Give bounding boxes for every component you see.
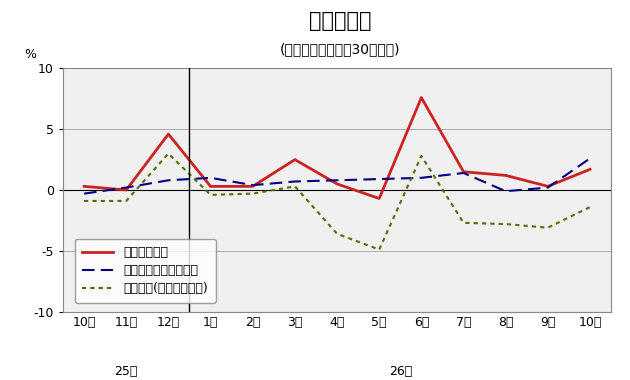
Legend: 現金給与総額, きまって支給する給与, 実質賃金(現金給与総額): 現金給与総額, きまって支給する給与, 実質賃金(現金給与総額) <box>75 239 215 303</box>
Text: (調査産業計、規檁30人以上): (調査産業計、規檁30人以上) <box>280 42 401 56</box>
Y-axis label: %: % <box>24 48 36 61</box>
Text: 前年同月比: 前年同月比 <box>309 11 372 32</box>
Text: 25年: 25年 <box>115 365 138 378</box>
Text: 26年: 26年 <box>389 365 412 378</box>
